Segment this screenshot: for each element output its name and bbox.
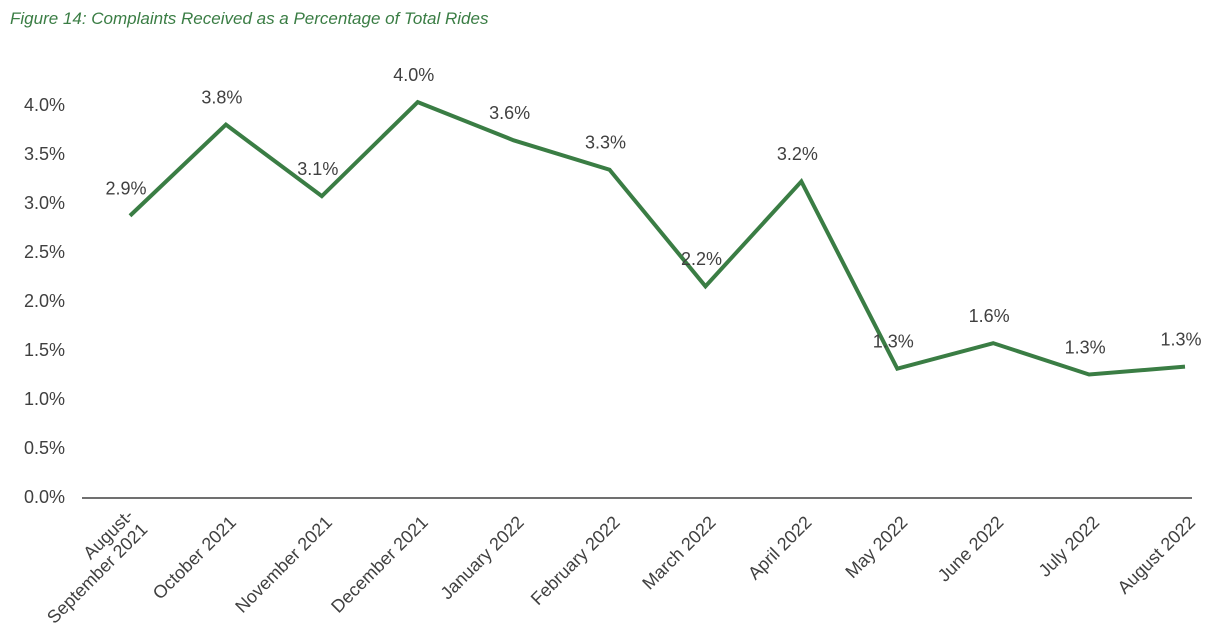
- x-tick-label: May 2022: [841, 512, 911, 582]
- data-label: 4.0%: [393, 65, 434, 85]
- x-tick-label: January 2022: [437, 512, 528, 603]
- x-tick-label: August 2022: [1114, 512, 1200, 598]
- data-label: 3.6%: [489, 103, 530, 123]
- x-tick-label: December 2021: [327, 512, 432, 617]
- x-tick-label: August-September 2021: [29, 505, 151, 627]
- line-series: [128, 99, 1186, 377]
- y-tick-label: 2.0%: [24, 291, 65, 311]
- y-tick-label: 0.0%: [24, 487, 65, 507]
- x-tick-label: October 2021: [149, 512, 240, 603]
- x-tick-label: April 2022: [744, 512, 815, 583]
- x-tick-label: June 2022: [934, 512, 1008, 586]
- data-label: 1.6%: [969, 306, 1010, 326]
- data-label: 1.3%: [873, 331, 914, 351]
- x-tick-label: July 2022: [1035, 512, 1104, 581]
- y-tick-label: 1.5%: [24, 340, 65, 360]
- data-label: 3.8%: [201, 87, 242, 107]
- data-label: 3.1%: [297, 159, 338, 179]
- y-tick-label: 3.0%: [24, 193, 65, 213]
- x-tick-label: March 2022: [638, 512, 719, 593]
- data-label: 1.3%: [1065, 337, 1106, 357]
- data-label: 3.2%: [777, 144, 818, 164]
- y-tick-label: 2.5%: [24, 242, 65, 262]
- data-label: 3.3%: [585, 132, 626, 152]
- data-label: 1.3%: [1160, 329, 1201, 349]
- x-tick-label: February 2022: [527, 512, 624, 609]
- y-tick-label: 1.0%: [24, 389, 65, 409]
- y-tick-label: 3.5%: [24, 144, 65, 164]
- data-label: 2.9%: [105, 179, 146, 199]
- data-label: 2.2%: [681, 249, 722, 269]
- y-tick-label: 0.5%: [24, 438, 65, 458]
- x-tick-label: November 2021: [231, 512, 336, 617]
- chart-title: Figure 14: Complaints Received as a Perc…: [10, 9, 489, 28]
- y-tick-label: 4.0%: [24, 95, 65, 115]
